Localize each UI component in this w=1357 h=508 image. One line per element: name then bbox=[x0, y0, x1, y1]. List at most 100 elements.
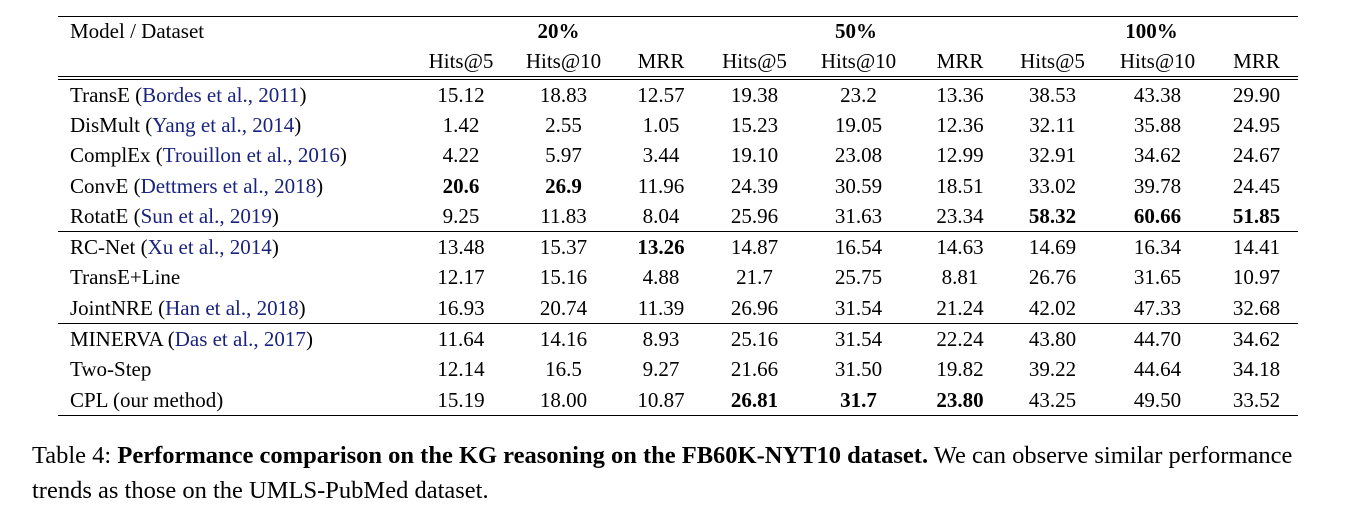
value-cell: 26.9 bbox=[512, 171, 615, 201]
value-cell: 47.33 bbox=[1100, 293, 1215, 324]
model-name: JointNRE ( bbox=[70, 295, 166, 320]
model-cell: ComplEx (Trouillon et al., 2016) bbox=[58, 141, 410, 171]
value-text: 12.36 bbox=[936, 112, 984, 137]
value-cell: 11.64 bbox=[410, 323, 512, 355]
value-text: 34.62 bbox=[1232, 327, 1281, 352]
header-row: Hits@5 Hits@10 MRR Hits@5 Hits@10 MRR Hits@5 Hi… bbox=[58, 46, 1298, 78]
value-text: 10.87 bbox=[637, 387, 685, 412]
model-name: Two-Step bbox=[70, 357, 152, 382]
value-cell: 9.27 bbox=[615, 355, 707, 385]
value-cell: 23.08 bbox=[802, 141, 915, 171]
value-text: 8.81 bbox=[941, 265, 979, 290]
value-cell: 12.57 bbox=[615, 75, 707, 111]
value-cell: 29.90 bbox=[1215, 75, 1298, 111]
value-text: 16.54 bbox=[834, 235, 883, 260]
model-cell: CPL (our method) bbox=[58, 384, 410, 417]
model-name: ) bbox=[316, 173, 324, 198]
value-cell: 10.87 bbox=[615, 384, 707, 417]
value-text: 15.12 bbox=[437, 82, 485, 107]
value-text: 14.16 bbox=[539, 327, 588, 352]
value-cell: 23.80 bbox=[915, 384, 1005, 417]
data-row: JointNRE (Han et al., 2018) 16.93 20.74 11.… bbox=[58, 293, 1298, 324]
data-row: CPL (our method) 15.19 18.00 10.87 26.81 31.7… bbox=[58, 384, 1298, 417]
value-cell: 12.36 bbox=[915, 110, 1005, 140]
value-text: 9.27 bbox=[642, 357, 680, 382]
value-text: 24.67 bbox=[1232, 143, 1281, 168]
value-text: 18.00 bbox=[539, 387, 588, 412]
value-cell: 26.76 bbox=[1005, 263, 1100, 293]
value-cell: 10.97 bbox=[1215, 263, 1298, 293]
value-cell: 21.24 bbox=[915, 293, 1005, 324]
value-text: 16.93 bbox=[437, 295, 485, 320]
value-cell: 44.64 bbox=[1100, 355, 1215, 385]
group-header: 100% bbox=[1005, 16, 1298, 46]
group-header-text: 20% bbox=[537, 19, 580, 43]
value-cell: 60.66 bbox=[1100, 201, 1215, 232]
value-text: 29.90 bbox=[1232, 82, 1281, 107]
metric-header: Hits@5 bbox=[722, 48, 787, 73]
value-text: 43.25 bbox=[1028, 387, 1077, 412]
value-cell: 31.54 bbox=[802, 323, 915, 355]
table-wrap: Model / Dataset 20% 50% 100% Hits@5 Hits@10 MR… bbox=[58, 16, 1298, 417]
value-cell: 43.25 bbox=[1005, 384, 1100, 417]
value-cell: 58.32 bbox=[1005, 201, 1100, 232]
metric-header: Hits@10 bbox=[1119, 48, 1196, 73]
value-cell: 11.96 bbox=[615, 171, 707, 201]
value-text: 26.76 bbox=[1028, 265, 1077, 290]
value-text: 39.22 bbox=[1028, 357, 1077, 382]
value-text: 5.97 bbox=[545, 143, 582, 168]
value-cell: 19.05 bbox=[802, 110, 915, 140]
value-text: 19.82 bbox=[936, 357, 984, 382]
model-name: RC-Net ( bbox=[70, 235, 148, 260]
value-cell: 25.96 bbox=[707, 201, 802, 232]
value-text: 34.18 bbox=[1232, 357, 1281, 382]
data-row: DisMult (Yang et al., 2014) 1.42 2.55 1.05 1… bbox=[58, 110, 1298, 140]
value-cell: 30.59 bbox=[802, 171, 915, 201]
value-text: 43.80 bbox=[1028, 327, 1077, 352]
value-cell: 19.38 bbox=[707, 75, 802, 111]
empty-cell bbox=[58, 46, 410, 78]
value-cell: 15.12 bbox=[410, 75, 512, 111]
value-text: 23.08 bbox=[834, 143, 883, 168]
value-text: 19.38 bbox=[730, 82, 779, 107]
value-text: 12.57 bbox=[637, 82, 685, 107]
value-cell: 13.48 bbox=[410, 231, 512, 263]
value-text: 26.81 bbox=[730, 387, 779, 412]
value-text: 30.59 bbox=[834, 173, 883, 198]
data-row: RotatE (Sun et al., 2019) 9.25 11.83 8.04 25… bbox=[58, 201, 1298, 232]
value-text: 44.70 bbox=[1133, 327, 1182, 352]
data-row: MINERVA (Das et al., 2017) 11.64 14.16 8.93… bbox=[58, 323, 1298, 355]
model-cell: DisMult (Yang et al., 2014) bbox=[58, 110, 410, 140]
value-cell: 16.93 bbox=[410, 293, 512, 324]
group-header-text: 100% bbox=[1125, 19, 1178, 43]
value-cell: 31.63 bbox=[802, 201, 915, 232]
value-cell: 43.80 bbox=[1005, 323, 1100, 355]
caption-text: We can observe similar performance trend… bbox=[32, 442, 1293, 504]
value-text: 31.50 bbox=[834, 357, 883, 382]
value-cell: 32.68 bbox=[1215, 293, 1298, 324]
value-text: 51.85 bbox=[1232, 203, 1281, 228]
model-name: ) bbox=[299, 82, 307, 107]
value-text: 42.02 bbox=[1028, 295, 1077, 320]
value-cell: 24.95 bbox=[1215, 110, 1298, 140]
model-name: ComplEx ( bbox=[70, 143, 163, 168]
citation: Xu et al., 2014 bbox=[147, 235, 272, 260]
value-text: 43.38 bbox=[1133, 82, 1182, 107]
model-name: DisMult ( bbox=[70, 112, 153, 137]
value-cell: 31.7 bbox=[802, 384, 915, 417]
value-cell: 15.37 bbox=[512, 231, 615, 263]
value-text: 24.45 bbox=[1232, 173, 1281, 198]
value-cell: 22.24 bbox=[915, 323, 1005, 355]
value-cell: 18.51 bbox=[915, 171, 1005, 201]
value-cell: 11.39 bbox=[615, 293, 707, 324]
model-name: ) bbox=[305, 327, 313, 352]
value-text: 4.88 bbox=[642, 265, 680, 290]
group-header-text: 50% bbox=[835, 19, 877, 43]
value-cell: 35.88 bbox=[1100, 110, 1215, 140]
model-name: ConvE ( bbox=[70, 173, 141, 198]
value-text: 25.96 bbox=[730, 203, 779, 228]
value-text: 18.51 bbox=[936, 173, 984, 198]
model-name: ) bbox=[298, 295, 306, 320]
value-cell: 14.41 bbox=[1215, 231, 1298, 263]
